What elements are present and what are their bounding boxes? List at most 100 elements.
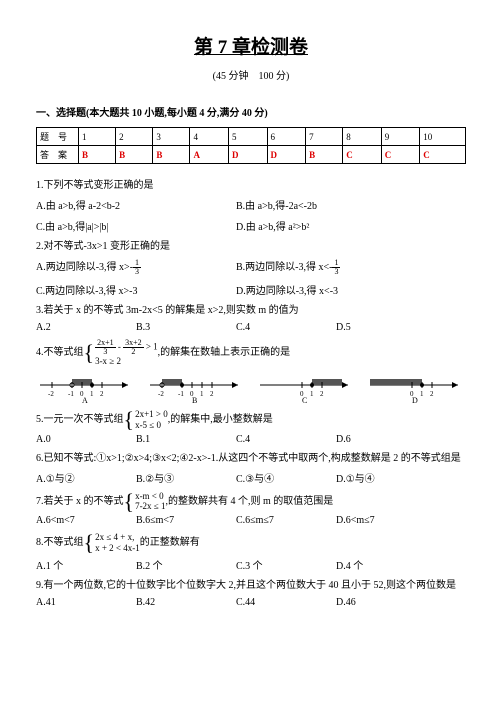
svg-text:-2: -2 xyxy=(158,390,164,398)
ans-cell: C xyxy=(381,146,420,164)
opt-a: A.由 a>b,得 a-2<b-2 xyxy=(36,197,236,212)
svg-text:-1: -1 xyxy=(178,390,184,398)
opt-c: C.两边同除以-3,得 x>-3 xyxy=(36,282,236,297)
svg-text:1: 1 xyxy=(200,390,204,398)
opt-c: C.③与④ xyxy=(236,470,336,485)
answer-table: 题 号 1 2 3 4 5 6 7 8 9 10 答 案 B B B A D D… xyxy=(36,127,466,164)
page-title: 第 7 章检测卷 xyxy=(36,32,466,59)
svg-text:2: 2 xyxy=(430,390,434,398)
opt-d: D.6<m≤7 xyxy=(336,515,436,526)
table-row: 题 号 1 2 3 4 5 6 7 8 9 10 xyxy=(37,128,466,146)
opt-a: A.①与② xyxy=(36,470,136,485)
svg-text:1: 1 xyxy=(90,390,94,398)
num-cell: 5 xyxy=(229,128,268,146)
opt-c: C.4 xyxy=(236,322,336,333)
svg-text:-1: -1 xyxy=(68,390,74,398)
opt-a: A.41 xyxy=(36,597,136,608)
q3-opts: A.2 B.3 C.4 D.5 xyxy=(36,322,466,333)
opt-c: C.由 a>b,得|a|>|b| xyxy=(36,218,236,233)
nl-b: -2-1012B xyxy=(146,371,246,403)
table-row: 答 案 B B B A D D B C C C xyxy=(37,146,466,164)
opt-d: D.46 xyxy=(336,597,436,608)
th-ans: 答 案 xyxy=(37,146,79,164)
num-cell: 8 xyxy=(343,128,382,146)
ans-cell: B xyxy=(153,146,190,164)
opt-c: C.3 个 xyxy=(236,557,336,572)
ans-cell: D xyxy=(229,146,268,164)
svg-text:2: 2 xyxy=(320,390,324,398)
th-num: 题 号 xyxy=(37,128,79,146)
opt-b: B.两边同除以-3,得 x<-13 xyxy=(236,258,436,276)
ans-cell: B xyxy=(306,146,343,164)
ans-cell: C xyxy=(420,146,466,164)
opt-b: B.2 个 xyxy=(136,557,236,572)
q2-opts: A.两边同除以-3,得 x>-13 B.两边同除以-3,得 x<-13 xyxy=(36,258,466,276)
opt-d: D.两边同除以-3,得 x<-3 xyxy=(236,282,436,297)
num-cell: 2 xyxy=(116,128,153,146)
opt-d: D.6 xyxy=(336,434,436,445)
svg-text:C: C xyxy=(302,396,307,403)
svg-text:A: A xyxy=(82,396,88,403)
opt-a: A.1 个 xyxy=(36,557,136,572)
opt-b: B.3 xyxy=(136,322,236,333)
opt-b: B.42 xyxy=(136,597,236,608)
q1-opts: A.由 a>b,得 a-2<b-2 B.由 a>b,得-2a<-2b xyxy=(36,197,466,212)
opt-a: A.0 xyxy=(36,434,136,445)
q7-text: 7.若关于 x 的不等式{x-m < 07-2x ≤ 1,的整数解共有 4 个,… xyxy=(36,491,466,513)
ans-cell: D xyxy=(267,146,306,164)
num-cell: 3 xyxy=(153,128,190,146)
svg-text:-2: -2 xyxy=(48,390,54,398)
svg-text:D: D xyxy=(412,396,418,403)
q6-opts: A.①与② B.②与③ C.③与④ D.①与④ xyxy=(36,470,466,485)
opt-c: C.6≤m≤7 xyxy=(236,515,336,526)
ans-cell: B xyxy=(79,146,116,164)
num-cell: 4 xyxy=(190,128,229,146)
opt-b: B.由 a>b,得-2a<-2b xyxy=(236,197,436,212)
ans-cell: A xyxy=(190,146,229,164)
nl-d: 012D xyxy=(366,371,466,403)
num-cell: 9 xyxy=(381,128,420,146)
opt-d: D.5 xyxy=(336,322,436,333)
q9-opts: A.41 B.42 C.44 D.46 xyxy=(36,597,466,608)
q5-text: 5.一元一次不等式组{2x+1 > 0x-5 ≤ 0,的解集中,最小整数解是 xyxy=(36,409,466,431)
q5-opts: A.0 B.1 C.4 D.6 xyxy=(36,434,466,445)
opt-a: A.6<m<7 xyxy=(36,515,136,526)
num-cell: 10 xyxy=(420,128,466,146)
opt-c: C.44 xyxy=(236,597,336,608)
opt-c: C.4 xyxy=(236,434,336,445)
opt-a: A.两边同除以-3,得 x>-13 xyxy=(36,258,236,276)
q8-opts: A.1 个 B.2 个 C.3 个 D.4 个 xyxy=(36,557,466,572)
num-cell: 6 xyxy=(267,128,306,146)
q7-opts: A.6<m<7 B.6≤m<7 C.6≤m≤7 D.6<m≤7 xyxy=(36,515,466,526)
opt-b: B.②与③ xyxy=(136,470,236,485)
ans-cell: C xyxy=(343,146,382,164)
svg-text:2: 2 xyxy=(210,390,214,398)
opt-b: B.6≤m<7 xyxy=(136,515,236,526)
svg-text:B: B xyxy=(192,396,197,403)
q3-text: 3.若关于 x 的不等式 3m-2x<5 的解集是 x>2,则实数 m 的值为 xyxy=(36,303,466,319)
q8-text: 8.不等式组{2x ≤ 4 + x,x + 2 < 4x-1的正整数解有 xyxy=(36,532,466,554)
nl-c: 012C xyxy=(256,371,356,403)
ans-cell: B xyxy=(116,146,153,164)
opt-d: D.①与④ xyxy=(336,470,436,485)
q2-opts2: C.两边同除以-3,得 x>-3 D.两边同除以-3,得 x<-3 xyxy=(36,282,466,297)
page-subtitle: (45 分钟 100 分) xyxy=(36,67,466,82)
q2-text: 2.对不等式-3x>1 变形正确的是 xyxy=(36,239,466,255)
num-cell: 1 xyxy=(79,128,116,146)
nl-a: -2-1012A xyxy=(36,371,136,403)
svg-text:2: 2 xyxy=(100,390,104,398)
q1-opts2: C.由 a>b,得|a|>|b| D.由 a>b,得 a²>b² xyxy=(36,218,466,233)
q9-text: 9.有一个两位数,它的十位数字比个位数字大 2,并且这个两位数大于 40 且小于… xyxy=(36,578,466,594)
opt-d: D.由 a>b,得 a²>b² xyxy=(236,218,436,233)
q6-text: 6.已知不等式:①x>1;②x>4;③x<2;④2-x>-1.从这四个不等式中取… xyxy=(36,451,466,467)
opt-d: D.4 个 xyxy=(336,557,436,572)
q4-text: 4.不等式组{2x+13 - 3x+22 > 13-x ≥ 2,的解集在数轴上表… xyxy=(36,339,466,367)
svg-text:1: 1 xyxy=(310,390,314,398)
svg-text:1: 1 xyxy=(420,390,424,398)
numberline-options: -2-1012A -2-1012B 012C 012D xyxy=(36,371,466,403)
opt-a: A.2 xyxy=(36,322,136,333)
num-cell: 7 xyxy=(306,128,343,146)
section-heading: 一、选择题(本大题共 10 小题,每小题 4 分,满分 40 分) xyxy=(36,104,466,119)
q1-text: 1.下列不等式变形正确的是 xyxy=(36,178,466,194)
opt-b: B.1 xyxy=(136,434,236,445)
